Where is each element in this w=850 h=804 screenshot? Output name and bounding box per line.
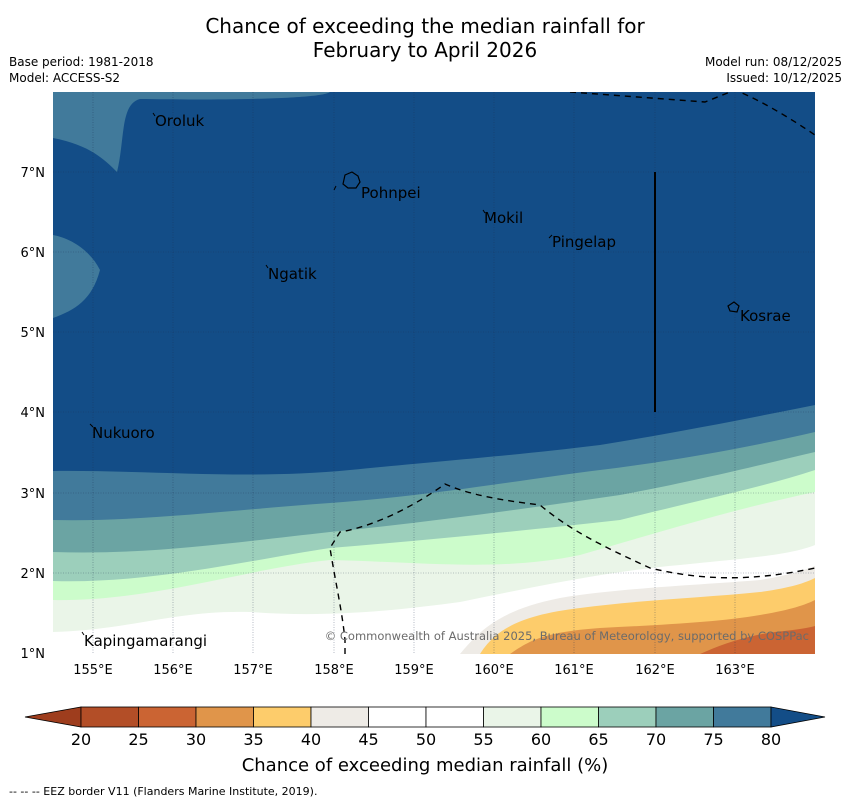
pingelap-atoll-mark — [548, 234, 553, 239]
colorbar-label: Chance of exceeding median rainfall (%) — [241, 755, 609, 776]
pohnpei-reef-mark — [333, 185, 337, 191]
lat-tick-label: 2°N — [21, 567, 46, 582]
colorbar-tick: 55 — [473, 730, 493, 749]
colorbar-tick: 50 — [416, 730, 436, 749]
lon-tick-label: 157°E — [233, 663, 273, 678]
meta-right: Model run: 08/12/2025 Issued: 10/12/2025 — [705, 54, 842, 86]
colorbar-tick: 30 — [186, 730, 206, 749]
colorbar-tick: 75 — [703, 730, 723, 749]
place-kapingamarangi: Kapingamarangi — [84, 632, 207, 650]
eez-border-north — [569, 92, 815, 136]
lon-tick-label: 161°E — [554, 663, 594, 678]
lon-tick-label: 163°E — [715, 663, 755, 678]
colorbar-extend-high — [770, 706, 826, 728]
band-75-80-left-edge — [53, 235, 100, 318]
place-mokil: Mokil — [484, 209, 523, 227]
band-25-30 — [700, 626, 815, 654]
map-title: Chance of exceeding the median rainfall … — [0, 14, 850, 62]
colorbar-swatch-25-30 — [138, 706, 197, 728]
kosrae-outline — [727, 301, 740, 313]
islands — [342, 171, 740, 313]
colorbar-extend-low — [24, 706, 82, 728]
eez-borders — [329, 92, 815, 654]
copyright-notice: © Commonwealth of Australia 2025, Bureau… — [325, 629, 809, 643]
colorbar-swatch-35-40 — [253, 706, 312, 728]
colorbar-tick: 40 — [301, 730, 321, 749]
issued-date: Issued: 10/12/2025 — [726, 71, 842, 85]
oroluk-atoll-mark — [152, 112, 156, 117]
kapingamarangi-atoll-mark — [81, 631, 85, 636]
colorbar-tick: 80 — [761, 730, 781, 749]
lat-tick-label: 3°N — [21, 487, 46, 502]
map-plot-area: Oroluk Pohnpei Mokil Pingelap Ngatik Kos… — [53, 92, 815, 654]
mokil-atoll-mark — [482, 209, 486, 214]
colorbar-swatch-45-50 — [368, 706, 427, 728]
colorbar-tick: 60 — [531, 730, 551, 749]
lon-tick-label: 158°E — [314, 663, 354, 678]
lon-tick-label: 159°E — [394, 663, 434, 678]
colorbar-tick: 65 — [588, 730, 608, 749]
colorbar-swatch-20-25 — [80, 706, 139, 728]
colorbar-swatch-50-55 — [425, 706, 484, 728]
colorbar-swatch-75-80 — [713, 706, 772, 728]
ngatik-atoll-mark — [265, 264, 269, 269]
lon-tick-label: 160°E — [474, 663, 514, 678]
nukuoro-atoll-mark — [89, 423, 94, 428]
colorbar-tick: 45 — [358, 730, 378, 749]
colorbar-ticks: 20 25 30 35 40 45 50 55 60 65 70 75 80 — [71, 730, 781, 749]
lon-tick-label: 156°E — [153, 663, 193, 678]
lat-tick-label: 6°N — [21, 246, 46, 261]
model-name: Model: ACCESS-S2 — [9, 71, 121, 85]
lon-tick-label: 162°E — [635, 663, 675, 678]
colorbar-swatch-30-35 — [195, 706, 254, 728]
colorbar-tick: 20 — [71, 730, 91, 749]
band-75-80-upper-left — [53, 92, 330, 172]
lon-tick-label: 155°E — [73, 663, 113, 678]
colorbar-swatch-40-45 — [310, 706, 369, 728]
place-nukuoro: Nukuoro — [92, 424, 155, 442]
eez-footnote: -- -- -- EEZ border V11 (Flanders Marine… — [9, 785, 318, 798]
colorbar-tick: 25 — [128, 730, 148, 749]
colorbar-swatch-55-60 — [483, 706, 542, 728]
lat-tick-labels: 1°N 2°N 3°N 4°N 5°N 6°N 7°N — [21, 166, 46, 662]
lat-tick-label: 5°N — [21, 326, 46, 341]
place-ngatik: Ngatik — [268, 265, 317, 283]
place-pohnpei: Pohnpei — [361, 184, 421, 202]
base-period: Base period: 1981-2018 — [9, 55, 154, 69]
place-pingelap: Pingelap — [552, 233, 616, 251]
lon-tick-labels: 155°E 156°E 157°E 158°E 159°E 160°E 161°… — [73, 663, 755, 678]
colorbar-swatch-65-70 — [598, 706, 657, 728]
lat-tick-label: 7°N — [21, 166, 46, 181]
lat-tick-label: 1°N — [21, 647, 46, 662]
colorbar: 20 25 30 35 40 45 50 55 60 65 70 75 80 — [24, 706, 826, 749]
model-run: Model run: 08/12/2025 — [704, 55, 842, 69]
colorbar-swatch-70-75 — [655, 706, 714, 728]
title-line-1: Chance of exceeding the median rainfall … — [205, 14, 645, 38]
place-labels: Oroluk Pohnpei Mokil Pingelap Ngatik Kos… — [84, 112, 791, 650]
pohnpei-outline — [342, 171, 361, 189]
colorbar-tick: 35 — [243, 730, 263, 749]
eez-border-south — [329, 483, 815, 654]
place-oroluk: Oroluk — [155, 112, 204, 130]
meta-left: Base period: 1981-2018 Model: ACCESS-S2 — [9, 54, 154, 86]
colorbar-tick: 70 — [646, 730, 666, 749]
colorbar-swatch-60-65 — [540, 706, 599, 728]
graticule — [53, 92, 815, 654]
lat-tick-label: 4°N — [21, 406, 46, 421]
title-line-2: February to April 2026 — [312, 38, 538, 62]
place-kosrae: Kosrae — [740, 307, 791, 325]
